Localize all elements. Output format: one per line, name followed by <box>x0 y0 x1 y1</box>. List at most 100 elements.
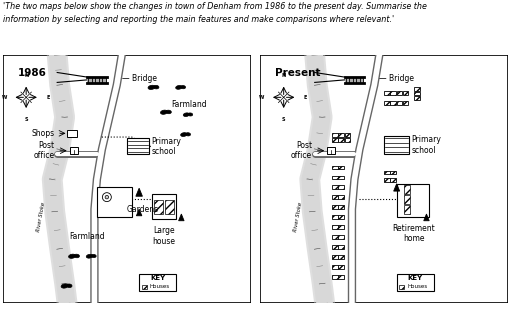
Bar <box>403 101 409 105</box>
Text: — Bridge: — Bridge <box>122 74 157 83</box>
Text: River Stoke: River Stoke <box>36 201 46 232</box>
Text: Primary
school: Primary school <box>152 137 181 156</box>
Bar <box>332 175 337 179</box>
Bar <box>142 285 146 288</box>
Bar <box>97 187 132 216</box>
Bar <box>345 77 365 83</box>
Bar <box>397 101 402 105</box>
Bar <box>332 166 337 169</box>
Bar <box>338 225 344 229</box>
Text: Gardens: Gardens <box>127 204 159 214</box>
Bar <box>404 195 410 204</box>
Text: N: N <box>24 73 28 78</box>
Bar <box>338 255 344 259</box>
Text: Primary
school: Primary school <box>412 135 441 155</box>
Text: 1986: 1986 <box>17 68 46 78</box>
Bar <box>332 265 337 269</box>
Bar <box>332 215 337 219</box>
Bar <box>404 205 410 214</box>
Bar <box>384 91 390 95</box>
Ellipse shape <box>176 86 182 89</box>
Bar <box>70 148 77 154</box>
Text: Large
house: Large house <box>153 226 176 246</box>
Bar <box>384 136 409 154</box>
Text: Present: Present <box>275 68 321 78</box>
Bar <box>338 235 344 239</box>
Bar <box>391 171 396 174</box>
Ellipse shape <box>160 110 167 114</box>
Text: E: E <box>304 95 307 100</box>
Bar <box>338 175 344 179</box>
Ellipse shape <box>154 85 159 89</box>
Ellipse shape <box>148 85 155 89</box>
Text: KEY: KEY <box>408 275 423 281</box>
Bar <box>152 194 176 219</box>
Text: Post
office: Post office <box>291 141 312 161</box>
Bar <box>384 171 390 174</box>
Ellipse shape <box>181 133 187 137</box>
Ellipse shape <box>67 284 72 287</box>
Bar <box>327 148 335 154</box>
Bar <box>384 178 390 182</box>
Text: River Stoke: River Stoke <box>293 201 304 232</box>
Bar <box>332 255 337 259</box>
Bar <box>139 274 176 291</box>
Bar <box>338 133 344 137</box>
Bar <box>332 235 337 239</box>
Text: Shops: Shops <box>32 129 55 138</box>
Text: — Bridge: — Bridge <box>379 74 414 83</box>
Text: Houses: Houses <box>407 284 427 289</box>
Bar <box>391 178 396 182</box>
Ellipse shape <box>185 133 190 136</box>
Bar <box>127 138 149 154</box>
Bar <box>414 92 419 95</box>
Ellipse shape <box>74 254 79 258</box>
Bar <box>338 166 344 169</box>
Bar <box>338 205 344 209</box>
Polygon shape <box>136 209 142 216</box>
Text: 'The two maps below show the changes in town of Denham from 1986 to the present : 'The two maps below show the changes in … <box>3 2 426 11</box>
Circle shape <box>102 193 111 202</box>
Text: S: S <box>282 117 285 122</box>
Bar <box>332 138 337 142</box>
Bar <box>332 245 337 249</box>
Text: Retirement
home: Retirement home <box>393 224 435 243</box>
Text: W: W <box>259 95 265 100</box>
Bar <box>414 96 419 100</box>
Ellipse shape <box>166 110 172 114</box>
Ellipse shape <box>87 254 93 258</box>
Bar <box>338 275 344 279</box>
Text: Houses: Houses <box>150 284 169 289</box>
Bar <box>391 91 396 95</box>
Circle shape <box>105 195 109 199</box>
Text: Farmland: Farmland <box>172 100 207 109</box>
Ellipse shape <box>183 113 189 117</box>
Bar <box>332 225 337 229</box>
Text: information by selecting and reporting the main features and make comparisons wh: information by selecting and reporting t… <box>3 15 394 24</box>
Polygon shape <box>136 188 142 196</box>
Bar <box>397 274 434 291</box>
Bar <box>404 185 410 194</box>
Ellipse shape <box>61 284 68 288</box>
Text: Farmland: Farmland <box>70 232 105 241</box>
Bar <box>391 101 396 105</box>
Ellipse shape <box>188 113 193 116</box>
Bar <box>332 185 337 189</box>
Text: KEY: KEY <box>150 275 165 281</box>
Bar <box>332 133 337 137</box>
Ellipse shape <box>91 255 96 258</box>
Text: E: E <box>46 95 50 100</box>
Bar <box>338 245 344 249</box>
Bar <box>397 91 402 95</box>
Bar <box>403 91 409 95</box>
Bar <box>87 77 107 83</box>
Ellipse shape <box>69 254 76 258</box>
Bar <box>332 195 337 199</box>
Polygon shape <box>424 214 429 221</box>
Text: N: N <box>282 73 286 78</box>
Bar <box>338 215 344 219</box>
Polygon shape <box>179 214 184 221</box>
Bar <box>338 265 344 269</box>
Bar <box>345 133 350 137</box>
Bar <box>332 205 337 209</box>
